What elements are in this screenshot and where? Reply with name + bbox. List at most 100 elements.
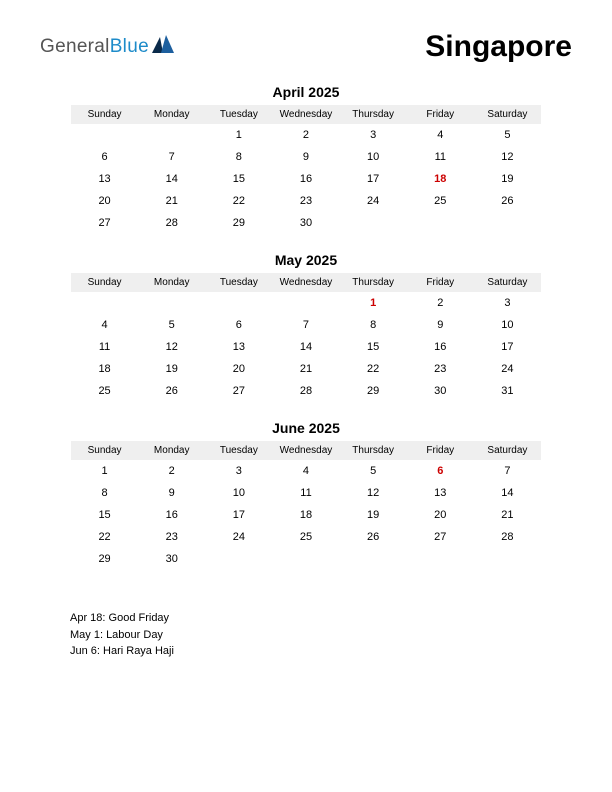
calendar-cell: 21	[272, 358, 339, 380]
calendar-cell: 29	[205, 212, 272, 234]
calendar-cell: 22	[71, 526, 138, 548]
day-header: Friday	[407, 441, 474, 460]
calendar-cell: 10	[205, 482, 272, 504]
calendar-cell-empty	[71, 124, 138, 146]
calendars-container: April 2025SundayMondayTuesdayWednesdayTh…	[40, 84, 572, 570]
calendar-cell: 2	[407, 292, 474, 314]
calendar-cell: 22	[205, 190, 272, 212]
calendar-cell-empty	[138, 292, 205, 314]
day-header: Saturday	[474, 105, 541, 124]
logo-text-blue: Blue	[110, 36, 149, 57]
calendar-cell: 29	[71, 548, 138, 570]
calendar-cell: 17	[474, 336, 541, 358]
day-header: Tuesday	[205, 441, 272, 460]
calendar-cell: 1	[205, 124, 272, 146]
calendar-cell: 23	[138, 526, 205, 548]
calendar-cell-empty	[272, 292, 339, 314]
calendar-cell: 4	[71, 314, 138, 336]
day-header: Sunday	[71, 441, 138, 460]
day-header: Saturday	[474, 273, 541, 292]
calendar-cell-empty	[340, 548, 407, 570]
day-header: Saturday	[474, 441, 541, 460]
calendar-month: June 2025SundayMondayTuesdayWednesdayThu…	[71, 420, 541, 570]
calendar-cell: 7	[138, 146, 205, 168]
calendar-cell: 19	[138, 358, 205, 380]
calendar-cell-empty	[474, 548, 541, 570]
calendar-cell: 30	[272, 212, 339, 234]
calendar-cell: 9	[407, 314, 474, 336]
calendar-cell: 20	[407, 504, 474, 526]
day-header: Thursday	[340, 105, 407, 124]
calendar-cell: 26	[340, 526, 407, 548]
calendar-cell: 1	[71, 460, 138, 482]
calendar-cell: 19	[474, 168, 541, 190]
calendar-cell-empty	[205, 548, 272, 570]
day-header: Wednesday	[272, 273, 339, 292]
calendar-cell: 3	[340, 124, 407, 146]
calendar-cell-empty	[71, 292, 138, 314]
day-header: Sunday	[71, 273, 138, 292]
calendar-cell: 14	[138, 168, 205, 190]
calendar-cell-empty	[138, 124, 205, 146]
day-header: Monday	[138, 105, 205, 124]
calendar-cell: 11	[71, 336, 138, 358]
logo-mark-icon	[152, 35, 174, 53]
calendar-cell: 17	[205, 504, 272, 526]
calendar-cell: 15	[205, 168, 272, 190]
calendar-cell: 13	[407, 482, 474, 504]
day-header: Tuesday	[205, 273, 272, 292]
day-header: Monday	[138, 441, 205, 460]
holiday-entry: May 1: Labour Day	[70, 627, 572, 644]
calendar-cell: 26	[138, 380, 205, 402]
calendar-cell: 16	[272, 168, 339, 190]
day-header: Sunday	[71, 105, 138, 124]
calendar-cell: 31	[474, 380, 541, 402]
calendar-cell: 14	[474, 482, 541, 504]
calendar-cell: 25	[71, 380, 138, 402]
calendar-cell: 24	[474, 358, 541, 380]
calendar-table: SundayMondayTuesdayWednesdayThursdayFrid…	[71, 273, 541, 402]
calendar-cell: 26	[474, 190, 541, 212]
day-header: Wednesday	[272, 105, 339, 124]
calendar-cell: 29	[340, 380, 407, 402]
calendar-cell: 25	[407, 190, 474, 212]
header: GeneralBlue Singapore	[40, 30, 572, 64]
brand-logo: GeneralBlue	[40, 35, 174, 59]
calendar-cell: 11	[407, 146, 474, 168]
calendar-cell: 10	[474, 314, 541, 336]
calendar-cell: 8	[205, 146, 272, 168]
calendar-cell: 16	[407, 336, 474, 358]
day-header: Tuesday	[205, 105, 272, 124]
calendar-cell-empty	[474, 212, 541, 234]
calendar-cell: 25	[272, 526, 339, 548]
calendar-cell: 5	[340, 460, 407, 482]
holiday-entry: Jun 6: Hari Raya Haji	[70, 643, 572, 660]
calendar-cell: 28	[138, 212, 205, 234]
calendar-cell: 27	[71, 212, 138, 234]
calendar-cell: 8	[340, 314, 407, 336]
calendar-table: SundayMondayTuesdayWednesdayThursdayFrid…	[71, 441, 541, 570]
day-header: Thursday	[340, 441, 407, 460]
calendar-cell: 3	[205, 460, 272, 482]
calendar-cell: 4	[407, 124, 474, 146]
calendar-cell: 20	[205, 358, 272, 380]
calendar-cell: 4	[272, 460, 339, 482]
calendar-cell: 12	[474, 146, 541, 168]
calendar-cell: 28	[272, 380, 339, 402]
calendar-cell: 24	[340, 190, 407, 212]
calendar-cell: 30	[407, 380, 474, 402]
calendar-cell: 9	[138, 482, 205, 504]
day-header: Thursday	[340, 273, 407, 292]
calendar-month: May 2025SundayMondayTuesdayWednesdayThur…	[71, 252, 541, 402]
calendar-cell: 27	[407, 526, 474, 548]
calendar-cell: 23	[272, 190, 339, 212]
calendar-table: SundayMondayTuesdayWednesdayThursdayFrid…	[71, 105, 541, 234]
calendar-cell: 7	[474, 460, 541, 482]
calendar-cell: 19	[340, 504, 407, 526]
calendar-cell: 13	[205, 336, 272, 358]
day-header: Monday	[138, 273, 205, 292]
day-header: Wednesday	[272, 441, 339, 460]
calendar-cell: 17	[340, 168, 407, 190]
calendar-cell: 12	[340, 482, 407, 504]
calendar-cell: 9	[272, 146, 339, 168]
